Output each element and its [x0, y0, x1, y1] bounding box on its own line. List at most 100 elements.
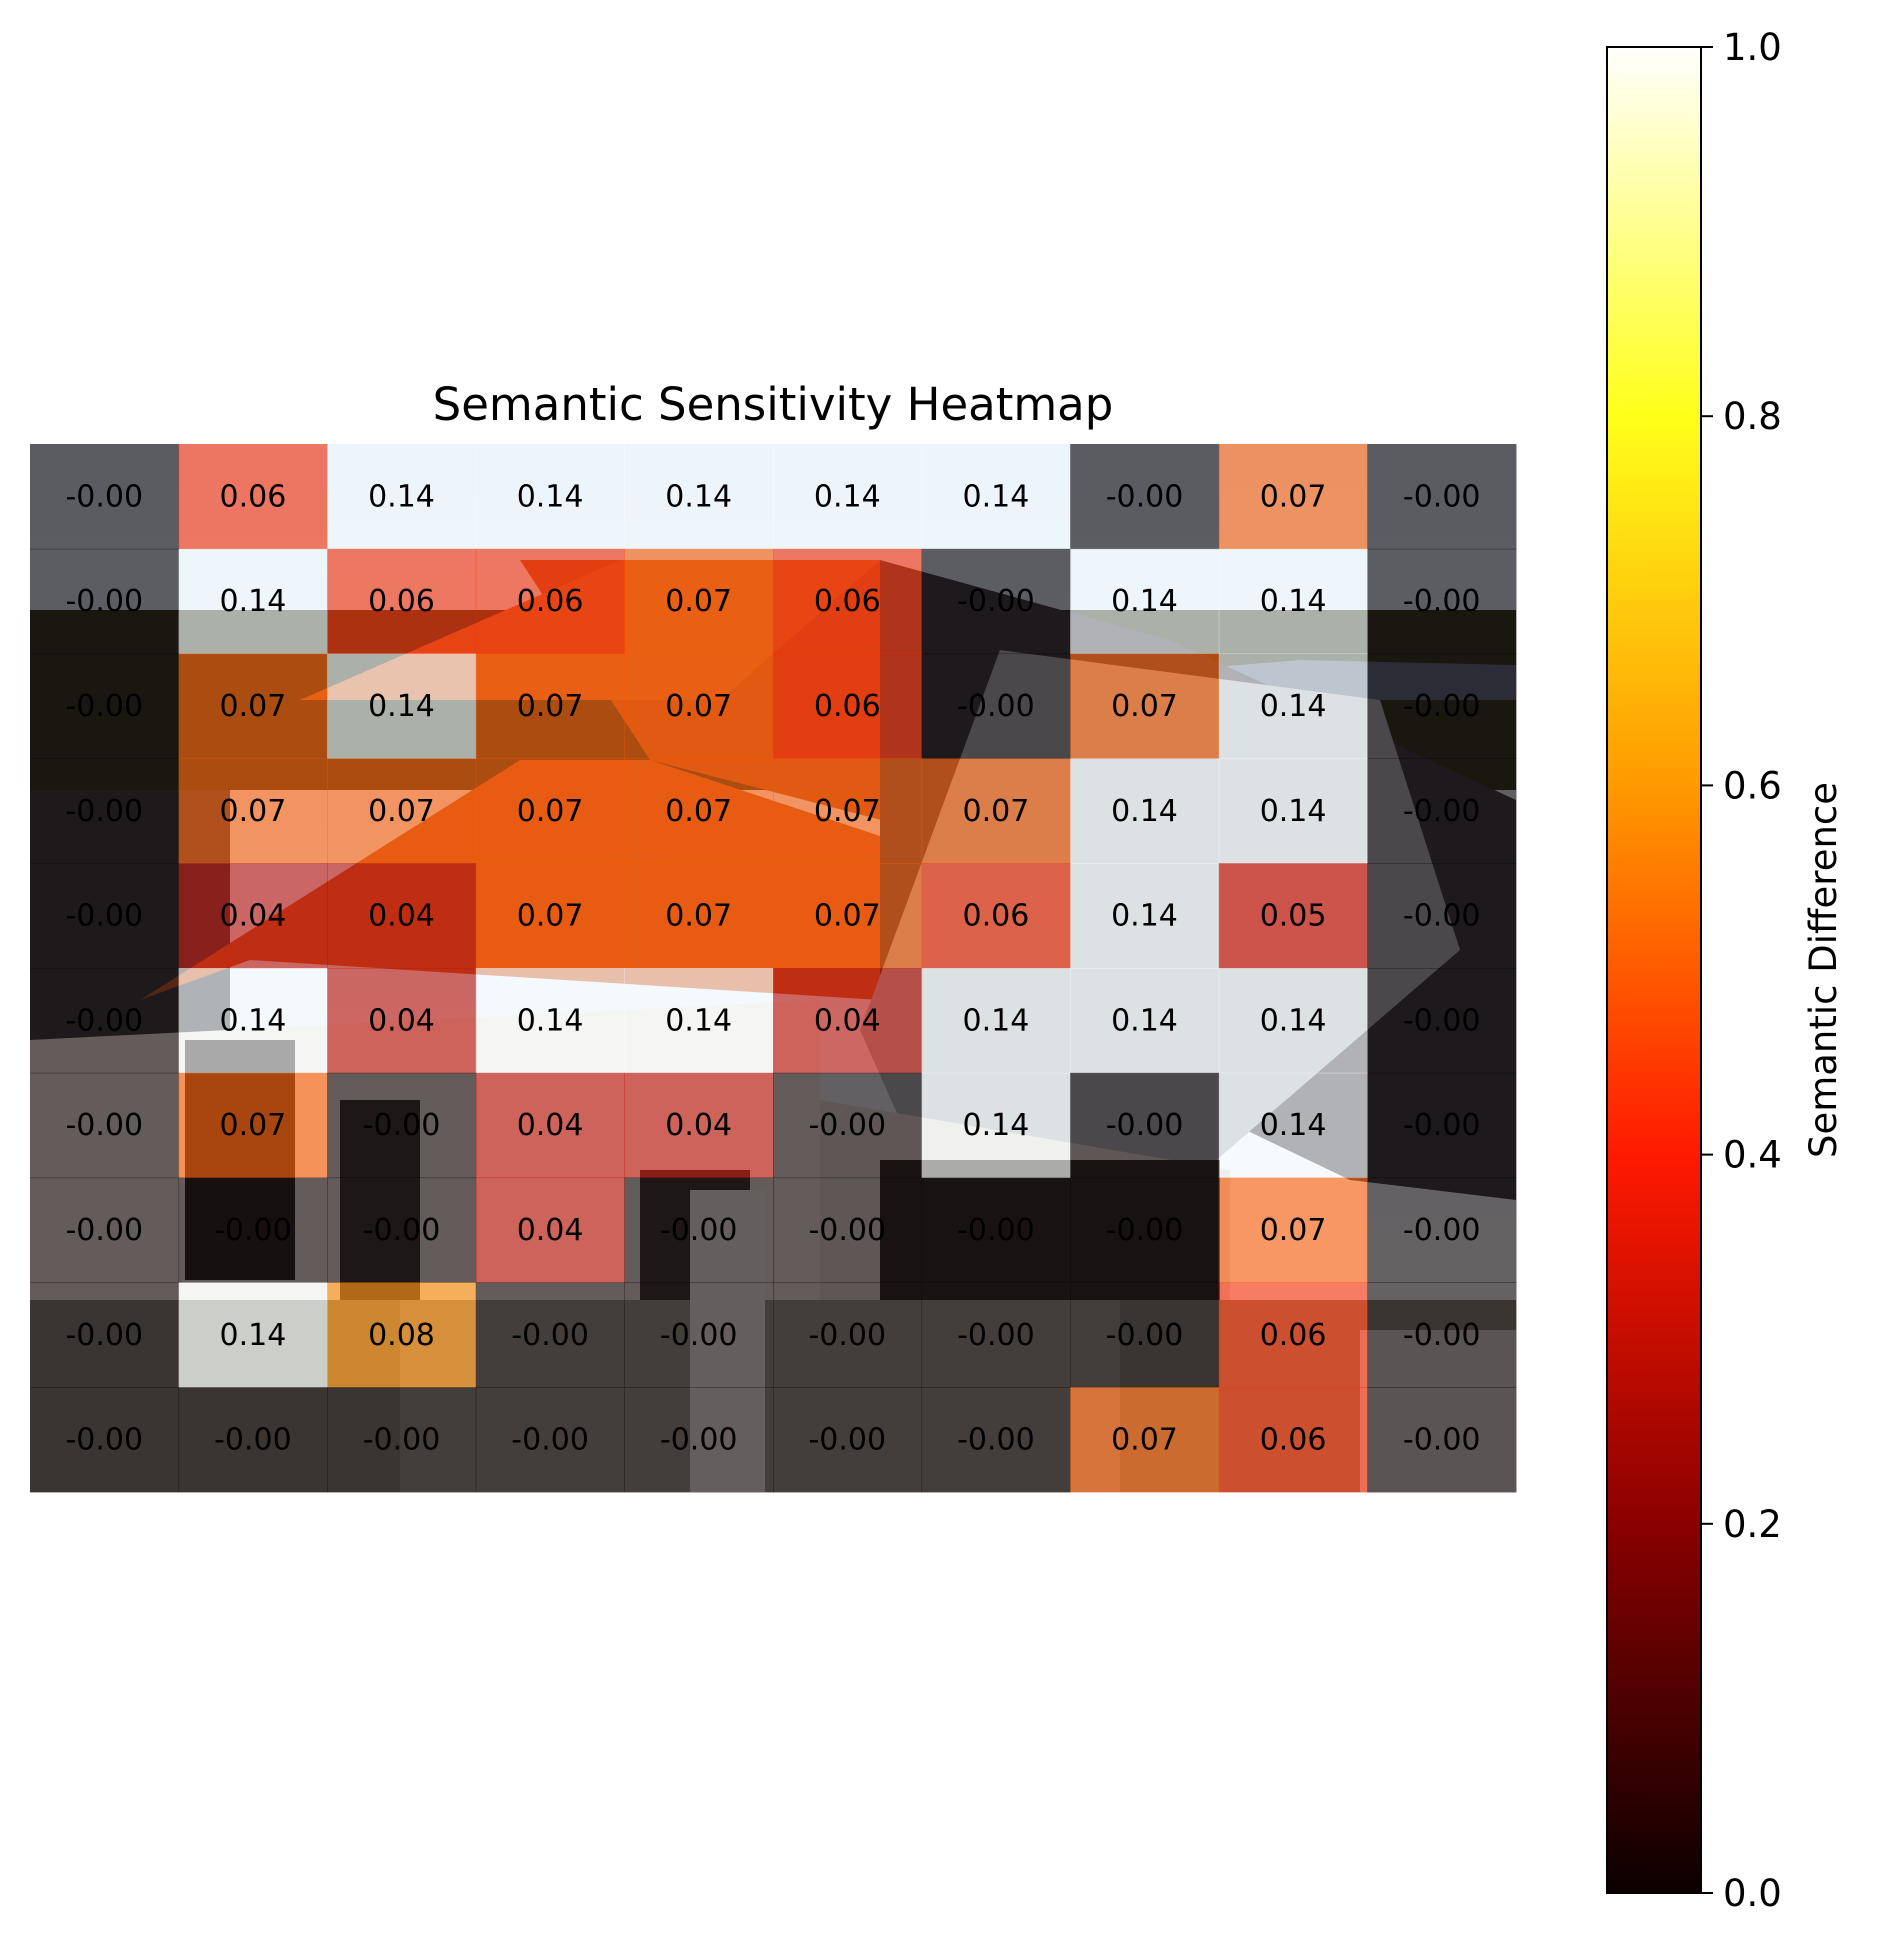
cell-value-label: 0.07: [368, 794, 435, 829]
cell-value-label: 0.14: [963, 1003, 1030, 1038]
cell-value-label: -0.00: [1106, 479, 1184, 514]
heatmap-cell: [921, 653, 1071, 759]
heatmap-cell: [178, 653, 328, 759]
cell-value-label: -0.00: [65, 1108, 143, 1143]
cell-value-label: 0.04: [368, 899, 435, 934]
colorbar-tick-label: 0.6: [1723, 764, 1782, 807]
cell-value-label: -0.00: [65, 1213, 143, 1248]
cell-value-label: 0.06: [814, 584, 881, 619]
heatmap-cell: [624, 444, 774, 550]
cell-value-label: -0.00: [1403, 689, 1481, 724]
heatmap-cell: [475, 968, 625, 1074]
cell-value-label: -0.00: [808, 1423, 886, 1458]
heatmap-cell: [475, 444, 625, 550]
heatmap-cell: [1367, 758, 1517, 864]
heatmap-cell: [773, 968, 923, 1074]
cell-value-label: 0.14: [1260, 689, 1327, 724]
heatmap-cell: [327, 863, 477, 969]
cell-value-label: 0.14: [1260, 794, 1327, 829]
heatmap-cell: [475, 653, 625, 759]
cell-value-label: 0.06: [368, 584, 435, 619]
cell-value-label: 0.14: [517, 479, 584, 514]
cell-value-label: -0.00: [957, 584, 1035, 619]
cell-value-label: 0.07: [665, 689, 732, 724]
heatmap-cell: [475, 548, 625, 655]
cell-value-label: -0.00: [65, 1318, 143, 1353]
cell-value-label: 0.07: [814, 899, 881, 934]
heatmap-cell: [624, 1072, 774, 1179]
colorbar: 0.0 0.2 0.4 0.6 0.8 1.0 Semantic Difference: [1606, 26, 1845, 1915]
cell-value-label: -0.00: [808, 1213, 886, 1248]
heatmap-cell: [327, 1387, 477, 1493]
colorbar-tick-label: 0.0: [1723, 1872, 1782, 1915]
heatmap-cell: [1070, 444, 1220, 550]
chart-title: Semantic Sensitivity Heatmap: [433, 378, 1114, 431]
cell-value-label: 0.04: [814, 1003, 881, 1038]
heatmap-cell: [30, 968, 180, 1074]
cell-value-label: -0.00: [214, 1423, 292, 1458]
heatmap-cell: [624, 863, 774, 969]
cell-value-label: -0.00: [1403, 899, 1481, 934]
heatmap-cell: [178, 863, 328, 969]
heatmap-cell: [624, 1177, 774, 1283]
cell-value-label: -0.00: [65, 689, 143, 724]
heatmap-cell: [1367, 1072, 1517, 1179]
colorbar-label: Semantic Difference: [1802, 782, 1845, 1158]
cell-value-label: -0.00: [1403, 584, 1481, 619]
heatmap-cell: [1070, 1387, 1220, 1493]
heatmap-cell: [1367, 1387, 1517, 1493]
cell-value-label: 0.14: [1260, 584, 1327, 619]
heatmap-cell: [624, 1387, 774, 1493]
heatmap-cell: [624, 548, 774, 655]
heatmap-cell: [921, 1282, 1071, 1388]
cell-value-label: -0.00: [363, 1213, 441, 1248]
cell-value-label: 0.07: [665, 584, 732, 619]
heatmap-cell: [921, 968, 1071, 1074]
colorbar-tick-label: 0.2: [1723, 1503, 1782, 1546]
cell-value-label: 0.14: [1260, 1003, 1327, 1038]
cell-value-label: -0.00: [1403, 794, 1481, 829]
heatmap-cell: [327, 1177, 477, 1283]
heatmap-cell: [30, 653, 180, 759]
heatmap-cell: [1070, 1282, 1220, 1388]
cell-value-label: 0.07: [220, 794, 287, 829]
heatmap-cell: [475, 863, 625, 969]
cell-value-label: 0.07: [963, 794, 1030, 829]
heatmap-cell: [178, 758, 328, 864]
heatmap-cell: [327, 758, 477, 864]
cell-value-label: -0.00: [808, 1318, 886, 1353]
heatmap-cell: [1367, 653, 1517, 759]
cell-value-label: -0.00: [1106, 1213, 1184, 1248]
heatmap-cell: [1070, 968, 1220, 1074]
cell-value-label: 0.14: [814, 479, 881, 514]
cell-value-label: 0.14: [1260, 1108, 1327, 1143]
cell-value-label: -0.00: [511, 1318, 589, 1353]
heatmap-cell: [1218, 653, 1368, 759]
heatmap-cell: [1367, 968, 1517, 1074]
cell-value-label: -0.00: [660, 1423, 738, 1458]
cell-value-label: -0.00: [363, 1108, 441, 1143]
cell-value-label: -0.00: [65, 794, 143, 829]
cell-value-label: -0.00: [65, 1003, 143, 1038]
cell-value-label: -0.00: [660, 1318, 738, 1353]
heatmap-cell: [1218, 1072, 1368, 1179]
heatmap-cell: [1218, 548, 1368, 655]
cell-value-label: -0.00: [214, 1213, 292, 1248]
heatmap-cell: [773, 758, 923, 864]
cell-value-label: -0.00: [1403, 1003, 1481, 1038]
cell-value-label: 0.14: [665, 1003, 732, 1038]
heatmap-cell: [1218, 1282, 1368, 1388]
cell-value-label: 0.07: [220, 1108, 287, 1143]
heatmap-cell: [921, 1387, 1071, 1493]
cell-value-label: -0.00: [1403, 479, 1481, 514]
heatmap-cell: [178, 1177, 328, 1283]
heatmap-cell: [178, 1072, 328, 1179]
cell-value-label: 0.14: [368, 689, 435, 724]
heatmap-cell: [1367, 1177, 1517, 1283]
heatmap-cell: [327, 653, 477, 759]
cell-value-label: 0.14: [1111, 1003, 1178, 1038]
heatmap-cell: [921, 1177, 1071, 1283]
cell-value-label: 0.07: [1111, 689, 1178, 724]
colorbar-tick-label: 1.0: [1723, 26, 1782, 69]
colorbar-tick-label: 0.8: [1723, 395, 1782, 438]
